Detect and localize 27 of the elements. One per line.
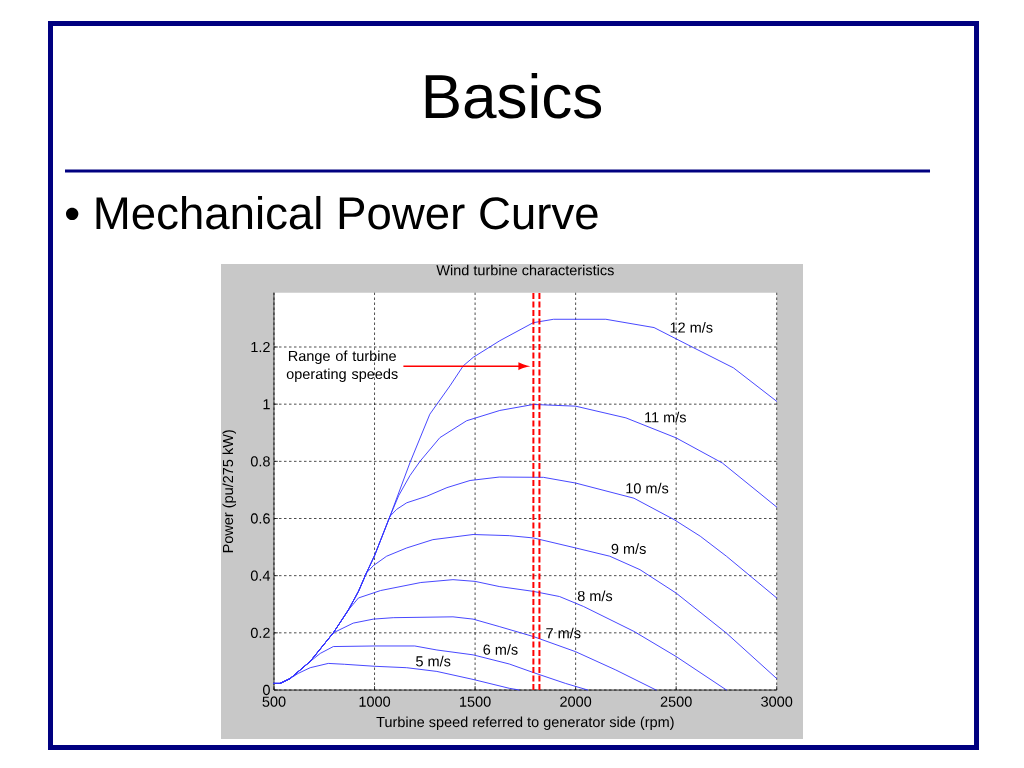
series-label: 7 m/s: [546, 627, 581, 639]
text: Basics: [425, 73, 602, 119]
y-tick-label: 0.8: [250, 456, 270, 467]
y-tick-label: 0.4: [250, 570, 271, 581]
x-axis-title: Turbine speed referred to generator side (rpm): [376, 716, 674, 731]
series-label: 12 m/s: [670, 322, 713, 333]
annotation: Range of turbine operating speeds: [286, 350, 398, 382]
series-label: 11 m/s: [645, 411, 686, 423]
y-tick-label: 0: [262, 684, 270, 696]
y-axis-title: Power (pu/275 kW): [222, 430, 236, 553]
y-tick-label: 0.6: [250, 513, 270, 524]
x-tick-label: 1500: [460, 696, 491, 707]
chart-title: Wind turbine characteristics: [436, 264, 614, 276]
series-label: 9 m/s: [611, 543, 646, 555]
x-tick-label: 1000: [359, 696, 391, 707]
series-label: 6 m/s: [483, 644, 518, 655]
x-tick-label: 500: [262, 696, 286, 707]
x-tick-label: 3000: [761, 696, 793, 707]
series-label: 8 m/s: [577, 590, 613, 602]
y-tick-label: 1.2: [251, 341, 270, 353]
series-label: 10 m/s: [626, 482, 669, 494]
text: • Mechanical Power Curve: [66, 195, 598, 230]
series-label: 5 m/s: [416, 655, 451, 667]
x-tick-label: 2000: [560, 696, 592, 707]
y-tick-label: 0.2: [250, 627, 270, 638]
x-tick-label: 2500: [660, 696, 692, 707]
y-tick-label: 1: [263, 399, 270, 410]
